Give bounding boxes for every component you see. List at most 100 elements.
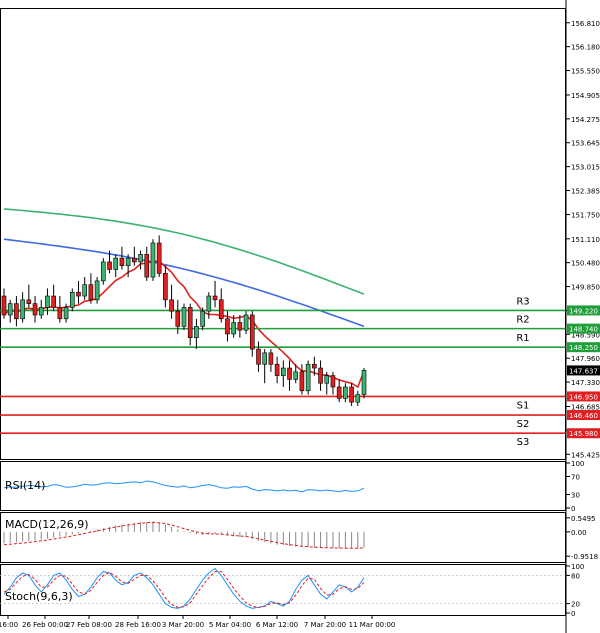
candle-down — [187, 307, 193, 339]
candle-up — [20, 299, 25, 320]
stoch-main-line — [3, 567, 365, 609]
level-price-label: 146.460 — [569, 412, 598, 420]
candle-down — [274, 363, 280, 376]
candle-down — [218, 299, 224, 320]
level-price-box — [567, 305, 600, 316]
indicator-tick-label: 30 — [571, 492, 580, 500]
macd-label: MACD(12,26,9) — [5, 518, 89, 531]
indicator-tick-label: 0 — [571, 610, 575, 618]
candle-down — [119, 257, 125, 267]
time-label: 5 Mar 04:00 — [209, 621, 251, 629]
indicator-tick-label: 80 — [571, 572, 580, 580]
price-tick-label: 152.385 — [571, 187, 600, 195]
level-price-label: 148.740 — [569, 326, 598, 334]
time-label: 16:00 — [0, 621, 18, 629]
time-label: 26 Feb 00:00 — [22, 621, 68, 629]
candle-up — [355, 394, 361, 403]
candle-down — [330, 375, 336, 388]
candle-down — [336, 386, 342, 399]
candle-up — [243, 314, 249, 331]
stoch-label: Stoch(9,6,3) — [5, 590, 73, 603]
rsi-line — [3, 480, 365, 493]
price-tick-label: 148.590 — [571, 331, 600, 339]
level-name-s2: S2 — [517, 419, 530, 430]
candle-down — [144, 254, 150, 278]
macd-signal-line — [3, 521, 365, 549]
candle-up — [281, 367, 286, 376]
candle-up — [262, 352, 267, 365]
candle-up — [150, 242, 156, 278]
candle-up — [138, 254, 143, 263]
candle-down — [237, 322, 243, 331]
candle-down — [88, 284, 94, 301]
candle-up — [45, 295, 50, 308]
indicator-tick-label: 100 — [571, 460, 584, 468]
candle-down — [287, 367, 292, 380]
current-price-box — [567, 365, 600, 376]
level-price-box — [567, 428, 600, 439]
candle-up — [361, 370, 367, 395]
candle-down — [256, 348, 261, 365]
candle-down — [132, 257, 137, 263]
level-name-r3: R3 — [516, 296, 529, 307]
level-price-box — [567, 323, 600, 334]
price-tick-label: 154.275 — [571, 116, 600, 124]
level-name-r1: R1 — [516, 333, 529, 344]
candle-down — [156, 242, 162, 274]
candle-up — [293, 371, 299, 380]
level-price-box — [567, 410, 600, 421]
time-label: 27 Feb 08:00 — [66, 621, 112, 629]
rsi-label: RSI(14) — [5, 479, 45, 492]
indicator-tick-label: 70 — [571, 474, 580, 482]
price-tick-label: 147.960 — [571, 355, 600, 363]
candle-down — [76, 291, 81, 297]
candle-up — [125, 257, 131, 267]
candle-down — [163, 272, 168, 301]
current-price-label: 147.637 — [569, 367, 598, 375]
indicator-tick-label: -0.9518 — [571, 553, 598, 561]
level-name-r2: R2 — [516, 315, 529, 326]
indicator-tick-label: 100 — [571, 563, 584, 571]
candle-down — [318, 367, 323, 384]
indicator-tick-label: 0.00 — [571, 529, 587, 537]
candle-down — [1, 295, 7, 316]
price-tick-label: 150.480 — [571, 260, 600, 268]
candle-up — [101, 261, 106, 282]
candle-up — [231, 322, 236, 335]
price-tick-label: 151.110 — [571, 236, 600, 244]
rsi-panel: 100 70 30 0 RSI(14) — [0, 460, 584, 513]
level-price-label: 146.950 — [569, 393, 598, 401]
moving-average-line — [3, 208, 365, 295]
candle-down — [268, 352, 274, 365]
candle-down — [249, 314, 255, 350]
candle-up — [194, 326, 199, 339]
candle-down — [349, 386, 354, 403]
indicator-tick-label: 20 — [571, 601, 580, 609]
candle-up — [200, 310, 205, 327]
indicator-tick-label: 0.5495 — [571, 515, 596, 523]
price-tick-label: 153.645 — [571, 140, 600, 148]
candle-down — [312, 363, 317, 369]
candle-down — [26, 299, 32, 304]
level-name-s3: S3 — [517, 437, 530, 448]
candle-down — [51, 295, 56, 308]
indicator-tick-label: 0 — [571, 505, 575, 513]
level-price-box — [567, 342, 600, 353]
moving-average-line — [3, 238, 365, 328]
candle-down — [57, 307, 63, 320]
stoch-signal-line — [3, 571, 365, 608]
level-price-box — [567, 391, 600, 402]
candle-up — [7, 303, 13, 316]
time-label: 11 Mar 00:00 — [349, 621, 396, 629]
candle-up — [305, 363, 311, 392]
candle-down — [212, 295, 218, 301]
candle-down — [107, 261, 112, 270]
main-price-panel: 156.810 156.180 155.550 154.905 154.275 153.6… — [0, 8, 600, 460]
candle-up — [181, 307, 187, 327]
candle-up — [324, 375, 330, 384]
candle-down — [169, 299, 174, 312]
candle-down — [225, 318, 230, 335]
candle-down — [32, 303, 38, 316]
